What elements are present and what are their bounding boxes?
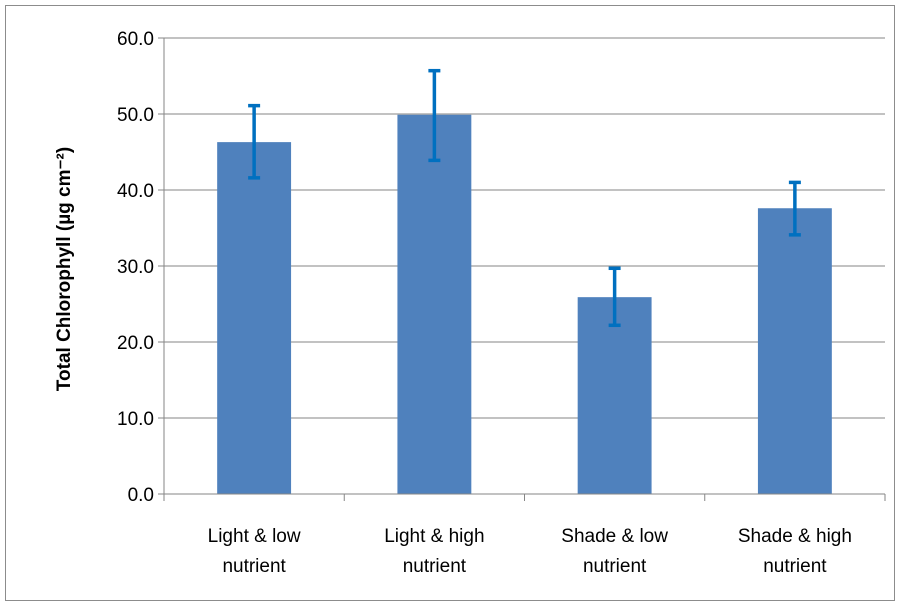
x-category-label: nutrient	[583, 556, 647, 577]
y-tick-labels: 0.0 10.0 20.0 30.0 40.0 50.0 60.0	[117, 29, 154, 506]
x-category-label: nutrient	[403, 556, 467, 577]
bars	[217, 114, 832, 495]
x-category-label: nutrient	[763, 556, 827, 577]
x-category-label: Shade & high	[738, 526, 852, 547]
y-tick-label: 50.0	[117, 105, 154, 126]
axes	[163, 38, 886, 501]
y-tick-label: 0.0	[128, 485, 154, 506]
y-tick-label: 20.0	[117, 333, 154, 354]
y-tick-label: 40.0	[117, 181, 154, 202]
bar	[217, 142, 292, 494]
y-axis-title: Total Chlorophyll (µg cm⁻²)	[54, 147, 75, 391]
y-tick-label: 30.0	[117, 257, 154, 278]
x-category-label: Shade & low	[561, 526, 668, 547]
error-bars	[248, 68, 801, 328]
y-tick-label: 60.0	[117, 29, 154, 50]
x-category-label: Light & low	[208, 526, 301, 547]
x-category-label: Light & high	[384, 526, 484, 547]
x-category-labels: Light & low nutrient Light & high nutrient S…	[208, 526, 852, 577]
y-tick-label: 10.0	[117, 409, 154, 430]
bar	[577, 297, 652, 494]
x-category-label: nutrient	[222, 556, 286, 577]
bar	[757, 208, 832, 495]
bar	[397, 114, 472, 494]
